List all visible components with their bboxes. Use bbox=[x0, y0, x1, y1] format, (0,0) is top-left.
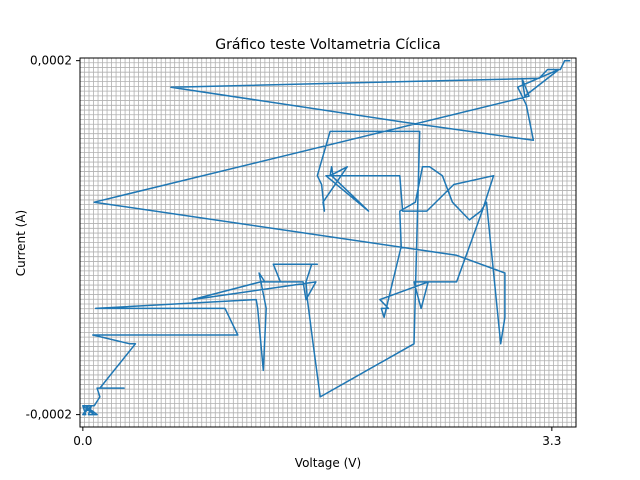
series-line bbox=[82, 59, 571, 416]
x-tick-label: 3.3 bbox=[542, 434, 561, 448]
y-axis-label: Current (A) bbox=[14, 210, 28, 276]
axes-frame bbox=[79, 57, 577, 428]
grid-lines bbox=[80, 58, 576, 427]
x-tick-label: 0.0 bbox=[73, 434, 92, 448]
chart-title: Gráfico teste Voltametria Cíclica bbox=[215, 37, 441, 53]
plot-area bbox=[82, 59, 571, 416]
x-axis-label: Voltage (V) bbox=[295, 456, 361, 470]
axis-ticks: 0.0 3.3 0,0002 -0,0002 bbox=[26, 54, 562, 448]
y-tick-label: -0,0002 bbox=[26, 408, 72, 422]
y-tick-label: 0,0002 bbox=[30, 54, 72, 68]
